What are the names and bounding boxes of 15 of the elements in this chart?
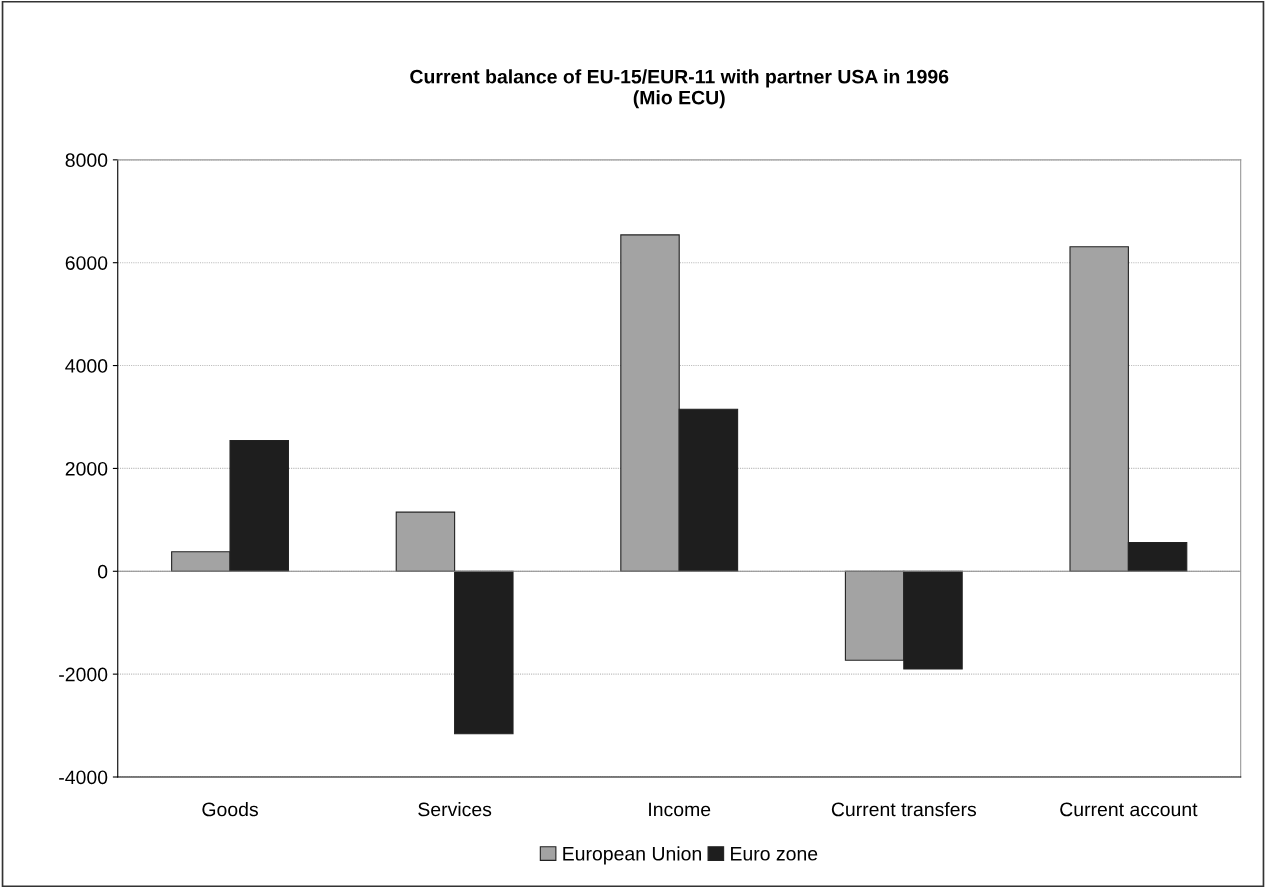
y-tick-label: 2000 — [65, 461, 108, 476]
y-tick-label: 0 — [97, 564, 108, 579]
x-tick-label: Services — [418, 802, 492, 817]
legend-label: European Union — [563, 846, 701, 865]
x-tick-label: Goods — [202, 802, 258, 817]
chart-title: Current balance of EU-15/EUR-11 with partner USA in 1996 (Mio ECU) — [410, 69, 949, 109]
legend-label: Euro zone — [731, 847, 818, 861]
x-tick-label: Income — [649, 802, 711, 817]
y-tick-label: 4000 — [65, 359, 108, 373]
y-tick-label: 8000 — [65, 153, 108, 168]
y-tick-label: -2000 — [59, 667, 108, 682]
x-tick-label: Current account — [1060, 802, 1198, 817]
x-tick-label: Current transfers — [831, 802, 977, 817]
y-tick-label: -4000 — [59, 770, 108, 785]
y-tick-label: 6000 — [65, 256, 108, 270]
